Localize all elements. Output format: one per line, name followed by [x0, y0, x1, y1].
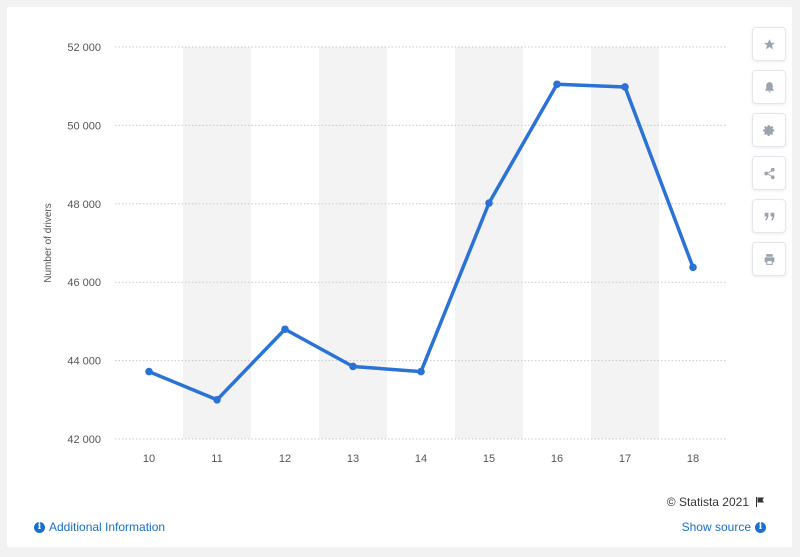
- print-button[interactable]: [752, 242, 786, 276]
- x-tick-label: 13: [347, 453, 359, 465]
- data-point: [485, 199, 493, 207]
- y-tick-label: 50 000: [67, 120, 101, 132]
- statista-credit[interactable]: © Statista 2021: [667, 495, 766, 509]
- favorite-button[interactable]: [752, 27, 786, 61]
- info-icon: i: [755, 521, 766, 533]
- x-tick-label: 11: [211, 453, 222, 465]
- x-tick-label: 15: [483, 453, 495, 465]
- category-band: [591, 47, 659, 439]
- y-tick-label: 44 000: [67, 356, 101, 368]
- chart-toolbar: [752, 27, 786, 285]
- category-band: [455, 47, 523, 439]
- data-point: [689, 263, 697, 272]
- flag-icon: [756, 497, 764, 507]
- notification-button[interactable]: [752, 70, 786, 104]
- data-point: [281, 325, 289, 334]
- line-chart: 42 000 44 000 46 000 48 000 50 000 52 000 10 11…: [43, 42, 727, 465]
- share-button[interactable]: [752, 156, 786, 190]
- x-tick-label: 18: [687, 453, 699, 465]
- x-tick-label: 16: [551, 453, 563, 465]
- x-tick-label: 10: [143, 453, 155, 465]
- data-point: [349, 362, 357, 371]
- info-icon: i: [34, 521, 45, 533]
- bell-icon: [764, 81, 774, 92]
- x-tick-label: 17: [619, 453, 631, 465]
- x-tick-label: 14: [415, 453, 427, 465]
- cite-button[interactable]: [752, 199, 786, 233]
- category-band: [183, 47, 251, 439]
- quote-icon: [764, 212, 774, 220]
- additional-information-label: Additional Information: [49, 520, 166, 534]
- y-tick-label: 48 000: [67, 199, 101, 211]
- show-source-link[interactable]: Show source i: [682, 520, 766, 534]
- settings-button[interactable]: [752, 113, 786, 147]
- y-tick-label: 52 000: [67, 42, 101, 54]
- x-tick-label: 12: [279, 453, 291, 465]
- y-tick-label: 42 000: [67, 434, 101, 446]
- data-point: [553, 80, 561, 89]
- show-source-label: Show source: [681, 520, 751, 534]
- gear-icon: [762, 124, 774, 136]
- print-icon: [764, 253, 774, 265]
- additional-information-link[interactable]: i Additional Information: [34, 520, 165, 534]
- data-point: [417, 367, 425, 376]
- share-icon: [763, 167, 775, 179]
- data-point: [621, 83, 629, 91]
- data-point: [145, 367, 153, 376]
- category-band: [319, 47, 387, 439]
- chart-card: 42 000 44 000 46 000 48 000 50 000 52 000 10 11…: [7, 7, 792, 547]
- credit-text: © Statista 2021: [666, 495, 749, 509]
- data-point: [213, 396, 221, 404]
- star-icon: [763, 38, 775, 49]
- y-tick-label: 46 000: [67, 277, 101, 289]
- y-axis-label: Number of drivers: [43, 203, 54, 282]
